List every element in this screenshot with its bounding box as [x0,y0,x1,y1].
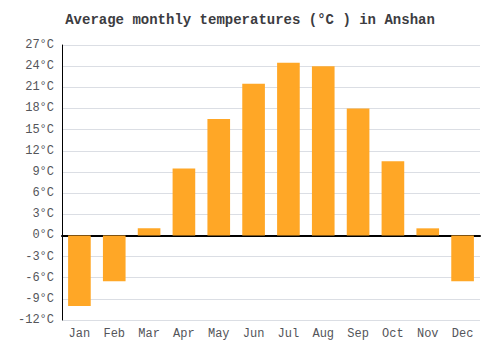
svg-text:Jan: Jan [69,327,91,341]
svg-text:Average monthly temperatures (: Average monthly temperatures (°C ) in An… [65,12,435,28]
svg-text:May: May [208,327,230,341]
svg-text:3°C: 3°C [32,207,54,221]
svg-text:-12°C: -12°C [18,313,54,327]
svg-text:Apr: Apr [173,327,195,341]
svg-text:Nov: Nov [417,327,439,341]
svg-text:-3°C: -3°C [25,250,54,264]
svg-text:Dec: Dec [452,327,474,341]
svg-text:21°C: 21°C [25,80,54,94]
svg-text:15°C: 15°C [25,123,54,137]
svg-text:12°C: 12°C [25,144,54,158]
svg-text:-6°C: -6°C [25,271,54,285]
svg-text:Jul: Jul [278,327,300,341]
svg-text:Mar: Mar [138,327,160,341]
svg-text:Oct: Oct [382,327,404,341]
svg-text:Sep: Sep [347,327,369,341]
svg-text:Feb: Feb [103,327,125,341]
svg-text:Jun: Jun [243,327,265,341]
svg-text:27°C: 27°C [25,38,54,52]
svg-text:0°C: 0°C [32,228,54,242]
svg-text:Aug: Aug [312,327,334,341]
svg-text:9°C: 9°C [32,165,54,179]
svg-text:6°C: 6°C [32,186,54,200]
svg-text:18°C: 18°C [25,101,54,115]
svg-text:24°C: 24°C [25,59,54,73]
svg-text:-9°C: -9°C [25,292,54,306]
